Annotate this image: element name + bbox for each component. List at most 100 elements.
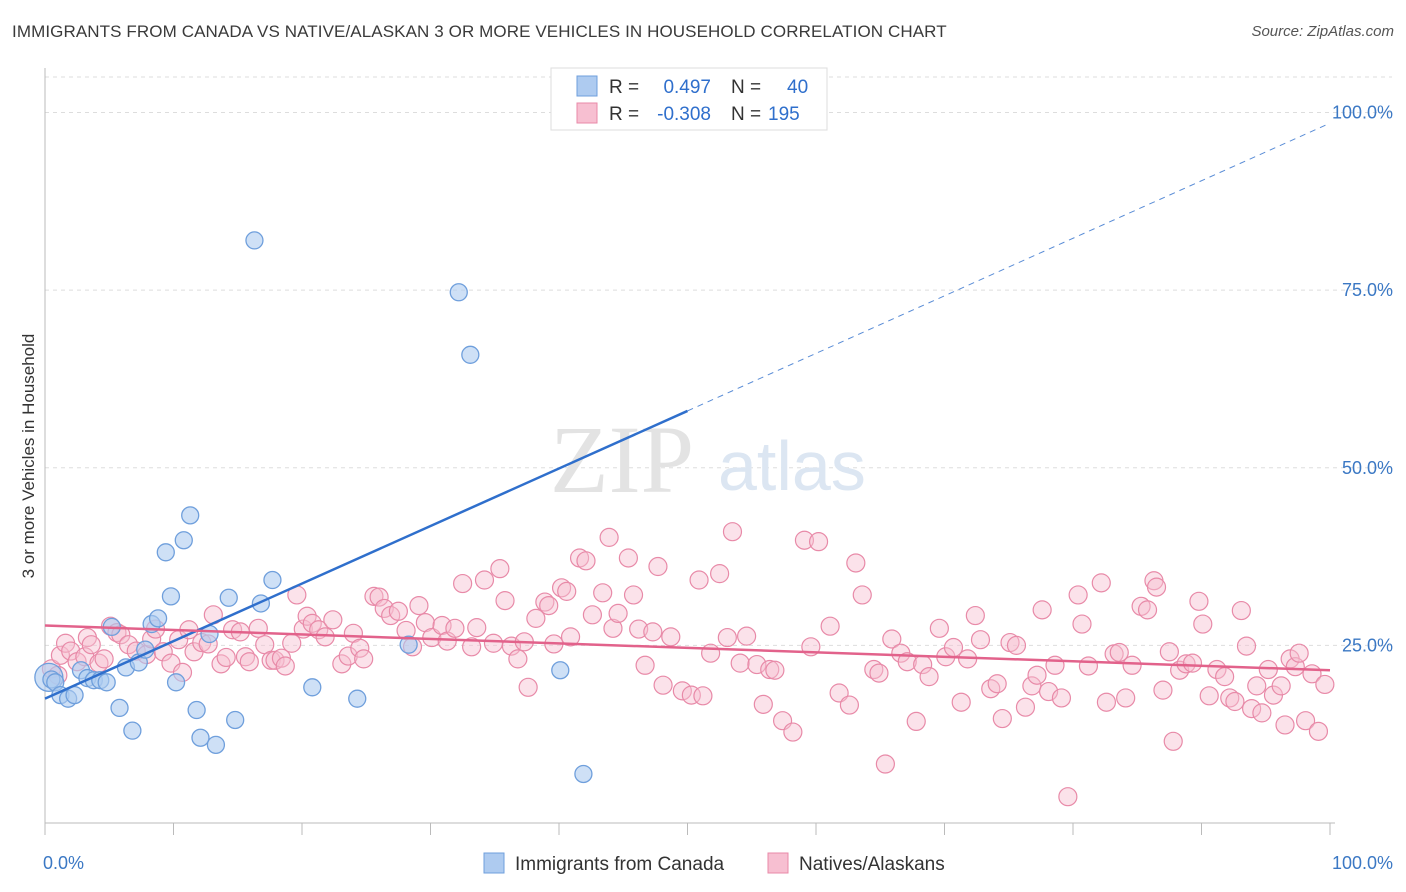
- data-point-natives-alaskans: [1058, 787, 1078, 807]
- y-tick-label: 25.0%: [1342, 635, 1393, 655]
- stats-legend-blue-swatch: [576, 75, 598, 97]
- data-point-natives-alaskans: [1242, 699, 1262, 719]
- stats-n-value-2: 195: [768, 104, 800, 125]
- data-point-natives-alaskans: [730, 653, 750, 673]
- data-point-immigrants-from-canada: [461, 345, 480, 364]
- data-point-natives-alaskans: [987, 674, 1007, 694]
- data-point-natives-alaskans: [618, 548, 638, 568]
- data-point-natives-alaskans: [490, 559, 510, 579]
- data-point-natives-alaskans: [710, 564, 730, 584]
- data-point-natives-alaskans: [765, 660, 785, 680]
- data-point-immigrants-from-canada: [226, 710, 245, 730]
- data-point-immigrants-from-canada: [219, 588, 238, 607]
- legend-label-natives-alaskans: Natives/Alaskans: [799, 854, 945, 875]
- data-point-natives-alaskans: [1252, 703, 1272, 723]
- data-point-natives-alaskans: [1153, 680, 1173, 700]
- data-point-natives-alaskans: [94, 649, 114, 669]
- data-point-natives-alaskans: [753, 694, 773, 714]
- data-point-natives-alaskans: [672, 681, 692, 701]
- data-point-natives-alaskans: [599, 527, 619, 547]
- data-point-natives-alaskans: [1032, 600, 1052, 620]
- data-point-natives-alaskans: [508, 649, 528, 669]
- data-point-natives-alaskans: [747, 654, 767, 675]
- data-point-natives-alaskans: [623, 585, 644, 605]
- data-point-immigrants-from-canada: [303, 678, 322, 697]
- data-point-natives-alaskans: [1295, 711, 1316, 731]
- data-point-natives-alaskans: [839, 695, 860, 715]
- data-point-immigrants-from-canada: [166, 673, 186, 692]
- stats-r-value-1: 0.497: [663, 77, 711, 98]
- data-point-natives-alaskans: [526, 608, 546, 628]
- legend-swatch-natives-alaskans: [767, 852, 789, 874]
- data-point-natives-alaskans: [1247, 676, 1267, 696]
- data-point-natives-alaskans: [1078, 656, 1099, 676]
- data-point-natives-alaskans: [981, 679, 1001, 699]
- data-point-natives-alaskans: [693, 686, 713, 706]
- data-point-natives-alaskans: [701, 643, 721, 663]
- data-point-natives-alaskans: [1137, 600, 1158, 620]
- data-point-natives-alaskans: [539, 595, 559, 616]
- y-tick-label: 50.0%: [1342, 458, 1393, 478]
- data-point-natives-alaskans: [1315, 674, 1335, 695]
- data-point-natives-alaskans: [1146, 577, 1167, 597]
- data-point-natives-alaskans: [629, 619, 649, 639]
- data-point-natives-alaskans: [560, 627, 581, 647]
- data-point-immigrants-from-canada: [161, 587, 181, 606]
- data-point-natives-alaskans: [760, 659, 780, 680]
- data-point-natives-alaskans: [474, 570, 495, 590]
- data-point-natives-alaskans: [557, 581, 577, 601]
- data-point-natives-alaskans: [1189, 591, 1209, 611]
- trend-line-extension-immigrants-from-canada: [687, 122, 1331, 412]
- axes: [44, 68, 1335, 835]
- data-point-immigrants-from-canada: [191, 728, 210, 747]
- x-tick-label: 0.0%: [43, 853, 84, 873]
- data-point-natives-alaskans: [929, 618, 949, 638]
- data-point-natives-alaskans: [445, 618, 465, 638]
- data-point-natives-alaskans: [1051, 688, 1072, 708]
- data-point-natives-alaskans: [608, 603, 628, 624]
- data-point-natives-alaskans: [875, 754, 895, 774]
- data-point-natives-alaskans: [653, 675, 673, 695]
- data-point-natives-alaskans: [1159, 642, 1179, 662]
- data-point-natives-alaskans: [118, 635, 139, 655]
- data-point-natives-alaskans: [1096, 692, 1117, 712]
- data-point-natives-alaskans: [794, 530, 815, 550]
- data-point-natives-alaskans: [1006, 635, 1027, 655]
- data-point-immigrants-from-canada: [97, 673, 116, 692]
- tick-labels: 25.0% 50.0% 75.0% 100.0% 0.0% 100.0%: [43, 103, 1393, 873]
- data-point-natives-alaskans: [1045, 655, 1065, 675]
- data-point-immigrants-from-canada: [574, 764, 593, 784]
- trend-line-natives-alaskans: [44, 624, 1331, 672]
- data-point-natives-alaskans: [846, 553, 866, 573]
- y-tick-label: 75.0%: [1342, 280, 1393, 300]
- y-tick-label: 100.0%: [1332, 103, 1393, 123]
- data-point-immigrants-from-canada: [110, 698, 129, 718]
- stats-n-value-1: 40: [787, 77, 808, 98]
- series-legend: Immigrants from Canada Natives/Alaskans: [483, 852, 945, 875]
- data-point-natives-alaskans: [1163, 731, 1183, 751]
- data-point-immigrants-from-canada: [181, 506, 200, 525]
- data-point-natives-alaskans: [965, 605, 985, 626]
- data-point-natives-alaskans: [551, 578, 572, 598]
- data-point-natives-alaskans: [239, 652, 259, 672]
- data-point-natives-alaskans: [1236, 636, 1257, 656]
- data-point-natives-alaskans: [635, 655, 655, 675]
- data-point-immigrants-from-canada: [449, 283, 468, 302]
- data-point-natives-alaskans: [717, 627, 737, 648]
- data-point-natives-alaskans: [50, 645, 71, 665]
- data-point-natives-alaskans: [808, 532, 829, 552]
- data-point-natives-alaskans: [1289, 643, 1309, 663]
- data-point-natives-alaskans: [737, 626, 757, 646]
- data-point-natives-alaskans: [992, 708, 1012, 729]
- data-point-immigrants-from-canada: [206, 735, 226, 754]
- data-point-natives-alaskans: [275, 656, 295, 676]
- data-point-natives-alaskans: [919, 667, 939, 687]
- data-point-natives-alaskans: [1068, 585, 1088, 605]
- data-point-natives-alaskans: [216, 647, 236, 668]
- data-point-natives-alaskans: [1220, 688, 1240, 708]
- data-point-immigrants-from-canada: [174, 531, 193, 550]
- trend-lines: [44, 122, 1331, 700]
- stats-r-label-1: R =: [609, 77, 639, 98]
- stats-legend-pink-swatch: [576, 102, 598, 124]
